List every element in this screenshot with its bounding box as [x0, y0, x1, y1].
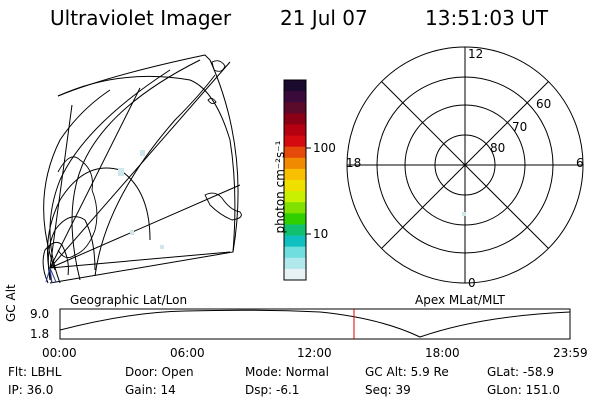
colorbar-band — [284, 224, 306, 237]
altitude-ytick-high: 9.0 — [30, 307, 50, 321]
colorbar-band — [284, 268, 306, 281]
colorbar-band — [284, 80, 306, 92]
colorbar-band — [284, 91, 306, 103]
colorbar-band — [284, 235, 306, 248]
altitude-xtick-0000: 00:00 — [42, 346, 77, 360]
colorbar-tick-100: 100 — [313, 141, 336, 155]
altitude-xtick-0600: 06:00 — [170, 346, 205, 360]
status-ip: IP: 36.0 — [8, 383, 54, 397]
colorbar-band — [284, 246, 306, 259]
mlat-label-60: 60 — [536, 97, 552, 111]
colorbar-band — [284, 157, 306, 170]
status-dsp: Dsp: -6.1 — [245, 383, 300, 397]
status-seq: Seq: 39 — [365, 383, 411, 397]
colorbar-band — [284, 168, 306, 181]
status-mode: Mode: Normal — [245, 365, 329, 379]
status-glat: GLat: -58.9 — [487, 365, 554, 379]
status-gain: Gain: 14 — [125, 383, 176, 397]
status-door: Door: Open — [125, 365, 194, 379]
mlt-label-18: 18 — [346, 156, 362, 170]
altitude-xtick-1200: 12:00 — [297, 346, 332, 360]
colorbar-band — [284, 202, 306, 214]
time-label: 13:51:03 UT — [425, 6, 549, 30]
colorbar-band — [284, 124, 306, 137]
colorbar-tick-10: 10 — [313, 227, 329, 241]
altitude-ylabel: GC Alt — [4, 284, 18, 322]
mlt-label-0: 0 — [468, 276, 476, 290]
mlat-label-80: 80 — [490, 141, 506, 155]
colorbar-band — [284, 113, 306, 125]
mlt-label-12: 12 — [468, 47, 484, 61]
colorbar-band — [284, 213, 306, 225]
polar-panel-label: Apex MLat/MLT — [415, 293, 505, 307]
instrument-title: Ultraviolet Imager — [50, 6, 232, 30]
colorbar-band — [284, 257, 306, 270]
colorbar-band — [284, 135, 306, 148]
altitude-xtick-2359: 23:59 — [553, 346, 588, 360]
colorbar-band — [284, 102, 306, 114]
altitude-ytick-low: 1.8 — [30, 327, 50, 341]
mlat-label-70: 70 — [512, 120, 528, 134]
status-gcalt: GC Alt: 5.9 Re — [365, 365, 449, 379]
colorbar-band — [284, 146, 306, 159]
status-glon: GLon: 151.0 — [487, 383, 560, 397]
geographic-panel-label: Geographic Lat/Lon — [70, 293, 188, 307]
date-label: 21 Jul 07 — [280, 6, 368, 30]
altitude-xtick-1800: 18:00 — [425, 346, 460, 360]
colorbar-band — [284, 191, 306, 203]
status-flt: Flt: LBHL — [8, 365, 62, 379]
mlt-label-6: 6 — [576, 156, 584, 170]
colorbar-band — [284, 180, 306, 192]
